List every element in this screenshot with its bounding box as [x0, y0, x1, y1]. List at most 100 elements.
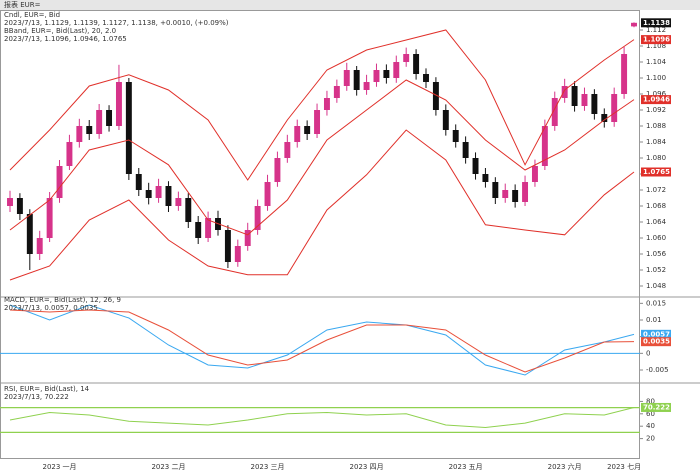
candle-body: [254, 206, 261, 230]
y-tick-label: -0.005: [646, 366, 669, 374]
candle-body: [76, 126, 83, 142]
y-tick-label: 1.072: [646, 186, 666, 194]
page-title: 报表 EUR=: [4, 0, 41, 9]
legend-text: MACD, EUR=, Bid(Last), 12, 26, 9: [4, 296, 121, 304]
candle-body: [413, 54, 420, 74]
candle-body: [175, 198, 182, 206]
last-value-label: 70.222: [643, 403, 670, 411]
candle-body: [135, 174, 142, 190]
candle-body: [373, 70, 380, 82]
bollinger-band: [9, 29, 635, 181]
candle-body: [155, 186, 162, 198]
y-tick-label: 20: [646, 435, 655, 443]
candle-body: [96, 110, 103, 134]
candle-body: [115, 82, 122, 126]
candle-body: [462, 142, 469, 158]
candle-body: [56, 166, 63, 198]
candle-body: [561, 86, 568, 98]
last-value-box: [641, 95, 671, 105]
indicator-line: [9, 406, 635, 428]
bollinger-band: [9, 79, 635, 236]
last-value-box: [641, 329, 671, 339]
candle-body: [314, 110, 321, 134]
legend-text: BBand, EUR=, Bid(Last), 20, 2.0: [4, 27, 116, 35]
candle-body: [522, 182, 529, 202]
candle-body: [432, 82, 439, 110]
last-value-label: 1.1096: [643, 36, 670, 44]
candle-body: [234, 246, 241, 262]
y-tick-label: 1.080: [646, 154, 666, 162]
candle-body: [274, 158, 281, 182]
x-tick-label: 2023 四月: [350, 463, 384, 471]
candle-body: [205, 218, 212, 238]
candle-body: [125, 82, 132, 174]
y-tick-label: 1.100: [646, 74, 666, 82]
candle-body: [631, 22, 637, 27]
legend-text: RSI, EUR=, Bid(Last), 14: [4, 385, 90, 393]
candle-body: [442, 110, 449, 130]
y-tick-label: 40: [646, 422, 655, 430]
candle-body: [323, 98, 330, 110]
candle-body: [393, 62, 400, 78]
legend-text: 2023/7/13, 1.1096, 1.0946, 1.0765: [4, 35, 127, 43]
last-value-box: [641, 337, 671, 347]
last-value-label: 0.0035: [643, 338, 670, 346]
last-value-box: [641, 18, 671, 28]
candle-body: [304, 126, 311, 134]
last-value-box: [641, 402, 671, 412]
candle-body: [264, 182, 271, 206]
candle-body: [452, 130, 459, 142]
x-tick-label: 2023 二月: [151, 463, 185, 471]
y-tick-label: 0.015: [646, 299, 666, 307]
y-tick-label: 1.064: [646, 218, 667, 226]
candle-body: [353, 70, 360, 90]
indicator-line: [9, 309, 635, 373]
x-tick-label: 2023 五月: [449, 463, 483, 471]
y-tick-label: 1.060: [646, 234, 666, 242]
candle-body: [472, 158, 479, 174]
candle-body: [26, 214, 33, 254]
candle-body: [611, 94, 618, 122]
candle-body: [492, 182, 499, 198]
y-tick-label: 1.048: [646, 282, 666, 290]
legend-text: 2023/7/13, 1.1129, 1.1139, 1.1127, 1.113…: [4, 19, 229, 27]
candle-body: [343, 70, 350, 86]
candle-body: [403, 54, 410, 62]
x-tick-label: 2023 三月: [251, 463, 285, 471]
candle-body: [106, 110, 113, 126]
candle-body: [591, 94, 598, 114]
candle-body: [482, 174, 489, 182]
candle-body: [224, 230, 231, 262]
candle-body: [531, 166, 538, 182]
candle-body: [363, 82, 370, 90]
y-tick-label: 60: [646, 410, 655, 418]
top-bar: [0, 0, 700, 10]
candle-body: [185, 198, 192, 222]
last-value-label: 1.0946: [643, 96, 670, 104]
candle-body: [333, 86, 340, 98]
candle-body: [294, 126, 301, 142]
candle-body: [195, 222, 202, 238]
y-tick-label: 1.052: [646, 266, 666, 274]
y-tick-label: 1.084: [646, 138, 667, 146]
y-tick-label: 0: [646, 349, 650, 357]
last-value-box: [641, 167, 671, 177]
last-value-label: 1.0765: [643, 168, 670, 176]
candle-body: [36, 238, 43, 254]
candle-body: [244, 230, 251, 246]
last-value-box: [641, 35, 671, 45]
last-value-label: 0.0057: [643, 330, 670, 338]
candle-body: [551, 98, 558, 126]
candle-body: [7, 198, 13, 206]
candle-body: [165, 186, 172, 206]
last-value-label: 1.1138: [643, 19, 670, 27]
indicator-line: [9, 304, 635, 376]
y-tick-label: 1.112: [646, 26, 666, 34]
y-tick-label: 1.068: [646, 202, 666, 210]
plot-frame: [0, 10, 640, 459]
x-tick-label: 2023 六月: [548, 462, 582, 471]
y-tick-label: 1.104: [646, 58, 667, 66]
candle-body: [621, 54, 628, 94]
candle-body: [512, 190, 519, 202]
candle-body: [66, 142, 73, 166]
